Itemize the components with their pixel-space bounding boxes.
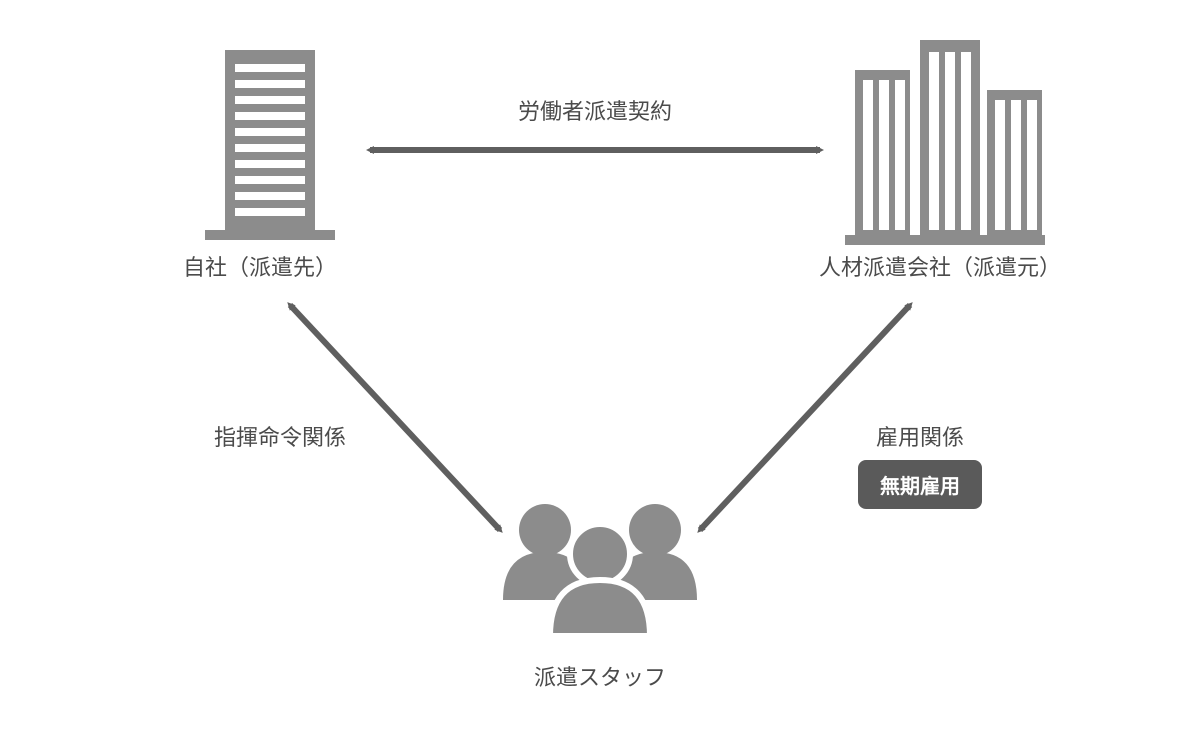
node-label-agency: 人材派遣会社（派遣元） <box>819 250 1061 282</box>
people-group-icon <box>503 504 697 636</box>
employment-badge: 無期雇用 <box>858 460 982 509</box>
edge-label-contract: 労働者派遣契約 <box>518 94 672 126</box>
edge-label-employment: 雇用関係 <box>876 420 964 452</box>
edge-label-command: 指揮命令関係 <box>214 420 346 452</box>
node-label-client: 自社（派遣先） <box>183 250 337 282</box>
building-single-icon <box>205 50 335 240</box>
node-label-staff: 派遣スタッフ <box>534 660 666 692</box>
buildings-group-icon <box>845 40 1045 245</box>
edge-command <box>290 305 500 530</box>
